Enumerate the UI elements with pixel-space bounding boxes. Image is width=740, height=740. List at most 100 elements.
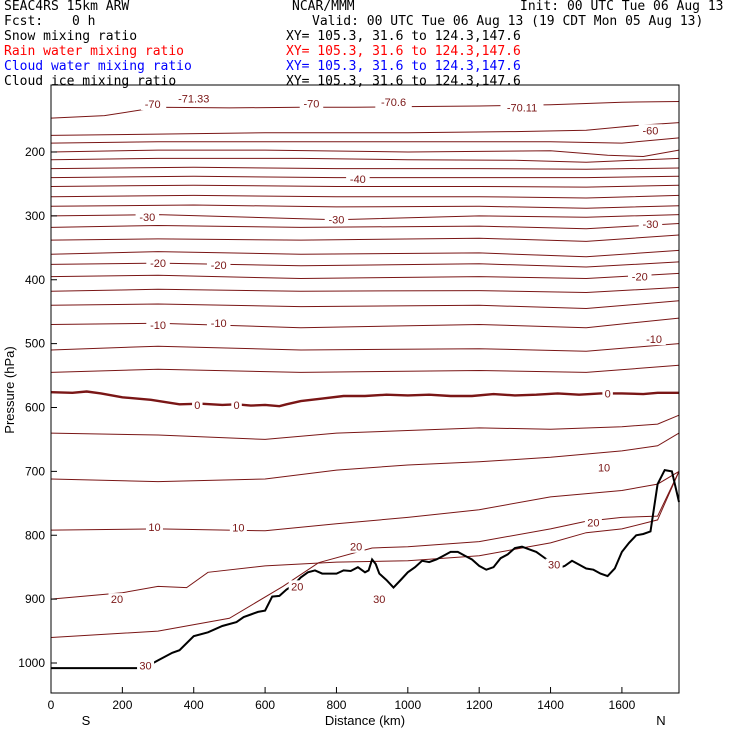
- valid-time: Valid: 00 UTC Tue 06 Aug 13 (19 CDT Mon …: [312, 14, 704, 29]
- contour-label-bg: [642, 333, 666, 346]
- isotherm-line-11: [50, 223, 680, 230]
- fcst-label: Fcst:: [4, 14, 44, 29]
- contour-label: 30: [139, 661, 151, 673]
- center-label: NCAR/MMM: [292, 0, 355, 14]
- south-label: S: [82, 713, 91, 728]
- x-tick-label: 600: [255, 698, 275, 712]
- contour-label: -70.6: [381, 97, 406, 109]
- x-axis-title: Distance (km): [325, 713, 405, 728]
- contour-label-bg: [146, 319, 170, 332]
- y-tick-label: 800: [25, 528, 45, 542]
- contour-label: 10: [148, 522, 160, 534]
- field-rain-xy: XY= 105.3, 31.6 to 124.3,147.6: [286, 44, 521, 59]
- y-tick-label: 500: [25, 337, 45, 351]
- x-tick-label: 1600: [609, 698, 636, 712]
- contour-label-bg: [638, 218, 663, 231]
- contour-label: -20: [150, 258, 166, 270]
- x-tick-label: 1400: [537, 698, 564, 712]
- isotherm-line-15: [50, 272, 680, 280]
- contour-label: 20: [587, 517, 599, 529]
- contour-label: -70.11: [507, 102, 537, 114]
- contour-label: 20: [111, 594, 123, 606]
- field-cloud-water-xy: XY= 105.3, 31.6 to 124.3,147.6: [286, 59, 521, 74]
- y-axis-title: Pressure (hPa): [2, 346, 17, 433]
- contour-label: -60: [643, 125, 659, 137]
- field-snow: Snow mixing ratio: [4, 29, 138, 44]
- y-tick-label: 900: [25, 592, 45, 606]
- contour-label: 10: [598, 463, 610, 475]
- isotherm-contours: [50, 101, 680, 638]
- y-tick-label: 600: [25, 401, 45, 415]
- contour-label: 30: [548, 560, 560, 572]
- isotherm-line-3: [50, 149, 680, 158]
- contour-label: -20: [211, 260, 227, 272]
- contour-label-bg: [135, 211, 160, 224]
- isotherm-line-18: [50, 317, 680, 329]
- isotherm-line-25: [50, 471, 680, 638]
- contour-label-bg: [638, 124, 663, 137]
- contour-label: 20: [291, 581, 303, 593]
- x-tick-label: 1000: [394, 698, 421, 712]
- contour-label: -10: [150, 320, 166, 332]
- contour-label: -10: [646, 334, 662, 346]
- isotherm-line-13: [50, 249, 680, 258]
- isotherm-line-21: [50, 414, 680, 440]
- x-tick-label: 1200: [466, 698, 493, 712]
- isotherm-line-22: [50, 432, 680, 483]
- isotherm-line-9: [50, 204, 680, 209]
- contour-label-bg: [140, 98, 165, 111]
- field-cloud-water: Cloud water mixing ratio: [4, 59, 192, 74]
- field-snow-xy: XY= 105.3, 31.6 to 124.3,147.6: [286, 29, 521, 44]
- contour-label: -20: [632, 272, 648, 284]
- contour-label-bg: [545, 558, 563, 571]
- init-time: Init: 00 UTC Tue 06 Aug 13: [520, 0, 724, 14]
- zero-isotherm-line: [50, 390, 679, 408]
- contour-label: -40: [350, 174, 366, 186]
- x-tick-label: 200: [112, 698, 132, 712]
- isotherm-line-16: [50, 286, 680, 294]
- isotherm-line-2: [50, 137, 680, 144]
- contour-label-bg: [172, 92, 216, 105]
- axis-ticks: 0 200 400 600 800 1000 1200 1400 160020030040050…: [18, 145, 635, 712]
- isotherm-line-7: [50, 184, 680, 188]
- contour-label-bg: [192, 398, 203, 411]
- contour-label: -30: [643, 219, 659, 231]
- y-tick-label: 300: [25, 209, 45, 223]
- isotherm-line-17: [50, 300, 680, 310]
- contour-label-bg: [108, 593, 126, 606]
- model-title: SEAC4RS 15km ARW: [4, 0, 130, 14]
- plot-frame: [50, 84, 680, 694]
- contour-label-bg: [288, 580, 306, 593]
- contour-label: 0: [233, 400, 239, 412]
- isotherm-line-1: [50, 122, 680, 136]
- isotherm-line-8: [50, 194, 680, 199]
- contour-label-bg: [206, 317, 231, 330]
- contour-label: 0: [605, 388, 611, 400]
- isotherm-line-12: [50, 234, 680, 242]
- contour-label-bg: [229, 521, 247, 534]
- contour-label: -30: [329, 215, 345, 227]
- terrain-profile: [51, 468, 680, 670]
- isotherm-line-6: [50, 175, 680, 179]
- y-tick-label: 700: [25, 464, 45, 478]
- contour-label: -70: [304, 98, 320, 110]
- contour-label-bg: [584, 516, 602, 529]
- contour-label-bg: [346, 172, 370, 185]
- contour-label: -71.33: [178, 93, 209, 105]
- isotherm-line-0: [50, 101, 680, 119]
- isotherm-line-24: [50, 471, 680, 600]
- contour-label-bg: [370, 593, 388, 606]
- contour-label: 20: [350, 542, 362, 554]
- y-tick-label: 200: [25, 145, 45, 159]
- x-tick-label: 400: [184, 698, 204, 712]
- contour-labels: -71.33-70-70-70.6-70.11-70-60-40-30-30-3…: [108, 92, 666, 673]
- contour-label-bg: [231, 398, 242, 411]
- contour-label-bg: [595, 461, 613, 474]
- contour-label-bg: [206, 259, 231, 272]
- contour-label-bg: [324, 213, 349, 226]
- north-label: N: [656, 713, 665, 728]
- y-tick-label: 400: [25, 273, 45, 287]
- contour-label: 0: [194, 400, 200, 412]
- contour-label: -70: [145, 99, 161, 111]
- contour-label-bg: [375, 96, 412, 109]
